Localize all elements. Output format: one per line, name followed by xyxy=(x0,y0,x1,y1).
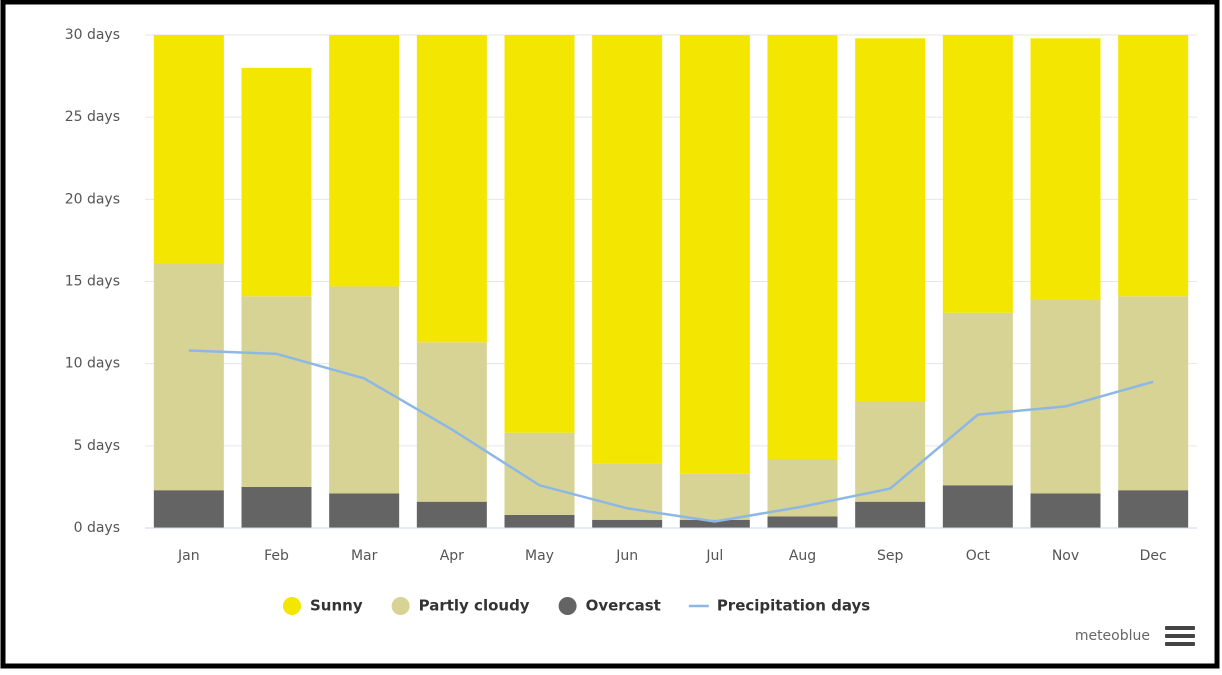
legend-symbol xyxy=(558,597,577,615)
bar-segment xyxy=(767,516,838,528)
bar-segment xyxy=(942,485,1013,528)
bar-segment xyxy=(504,514,575,528)
x-tick-label: Sep xyxy=(877,548,904,564)
bar-segment xyxy=(504,35,575,433)
y-tick-label: 20 days xyxy=(65,191,120,207)
bar-segment xyxy=(592,35,663,464)
bar-segment xyxy=(592,519,663,528)
legend-label: Overcast xyxy=(586,597,661,615)
bar-segment xyxy=(153,35,224,264)
y-tick-label: 30 days xyxy=(65,27,120,43)
y-tick-label: 15 days xyxy=(65,274,120,290)
bar-segment xyxy=(504,432,575,515)
bar-segment xyxy=(153,490,224,528)
bar-segment xyxy=(855,501,926,528)
line xyxy=(188,349,1154,523)
x-tick-label: Jan xyxy=(177,548,200,564)
bar-segment xyxy=(1030,299,1101,494)
x-tick-label: Oct xyxy=(966,548,991,564)
bar-segment xyxy=(241,296,312,487)
bar-segment xyxy=(942,35,1013,313)
y-tick-label: 0 days xyxy=(74,520,120,536)
x-tick-label: Feb xyxy=(264,548,289,564)
bar-segment xyxy=(1030,493,1101,528)
bar-segment xyxy=(153,263,224,491)
bar-segment xyxy=(1118,35,1189,297)
bar-segment xyxy=(416,501,487,528)
x-tick-label: Apr xyxy=(440,548,464,564)
bar-segment xyxy=(329,35,400,287)
bar-segment xyxy=(679,473,750,520)
x-tick-label: Dec xyxy=(1140,548,1167,564)
bar-segment xyxy=(679,519,750,528)
bar-segment xyxy=(329,493,400,528)
legend-label: Sunny xyxy=(310,597,363,615)
legend-symbol xyxy=(391,597,410,615)
x-tick-label: Mar xyxy=(351,548,378,564)
y-tick-label: 5 days xyxy=(74,438,120,454)
bar-segment xyxy=(767,35,838,459)
x-tick-label: Nov xyxy=(1052,548,1079,564)
menu-icon[interactable] xyxy=(1165,626,1195,646)
bar-segment xyxy=(416,35,487,343)
x-tick-label: May xyxy=(525,548,554,564)
legend-label: Partly cloudy xyxy=(419,597,530,615)
bar-segment xyxy=(1118,490,1189,528)
credit: meteoblue xyxy=(1075,628,1150,644)
bar-segment xyxy=(1118,296,1189,491)
x-tick-label: Jul xyxy=(705,548,723,564)
legend-label: Precipitation days xyxy=(717,597,870,615)
bar-segment xyxy=(1030,38,1101,300)
x-tick-label: Jun xyxy=(615,548,638,564)
bar-segment xyxy=(942,312,1013,486)
bar-segment xyxy=(855,401,926,502)
bar-segment xyxy=(329,286,400,494)
x-tick-label: Aug xyxy=(789,548,816,564)
y-tick-label: 10 days xyxy=(65,356,120,372)
bar-segment xyxy=(855,38,926,402)
legend-symbol xyxy=(283,597,301,615)
y-tick-label: 25 days xyxy=(65,109,120,125)
bar-segment xyxy=(416,342,487,502)
bar-segment xyxy=(241,67,312,297)
bar-segment xyxy=(679,35,750,474)
bar-segment xyxy=(592,463,663,520)
bar-segment xyxy=(241,486,312,528)
